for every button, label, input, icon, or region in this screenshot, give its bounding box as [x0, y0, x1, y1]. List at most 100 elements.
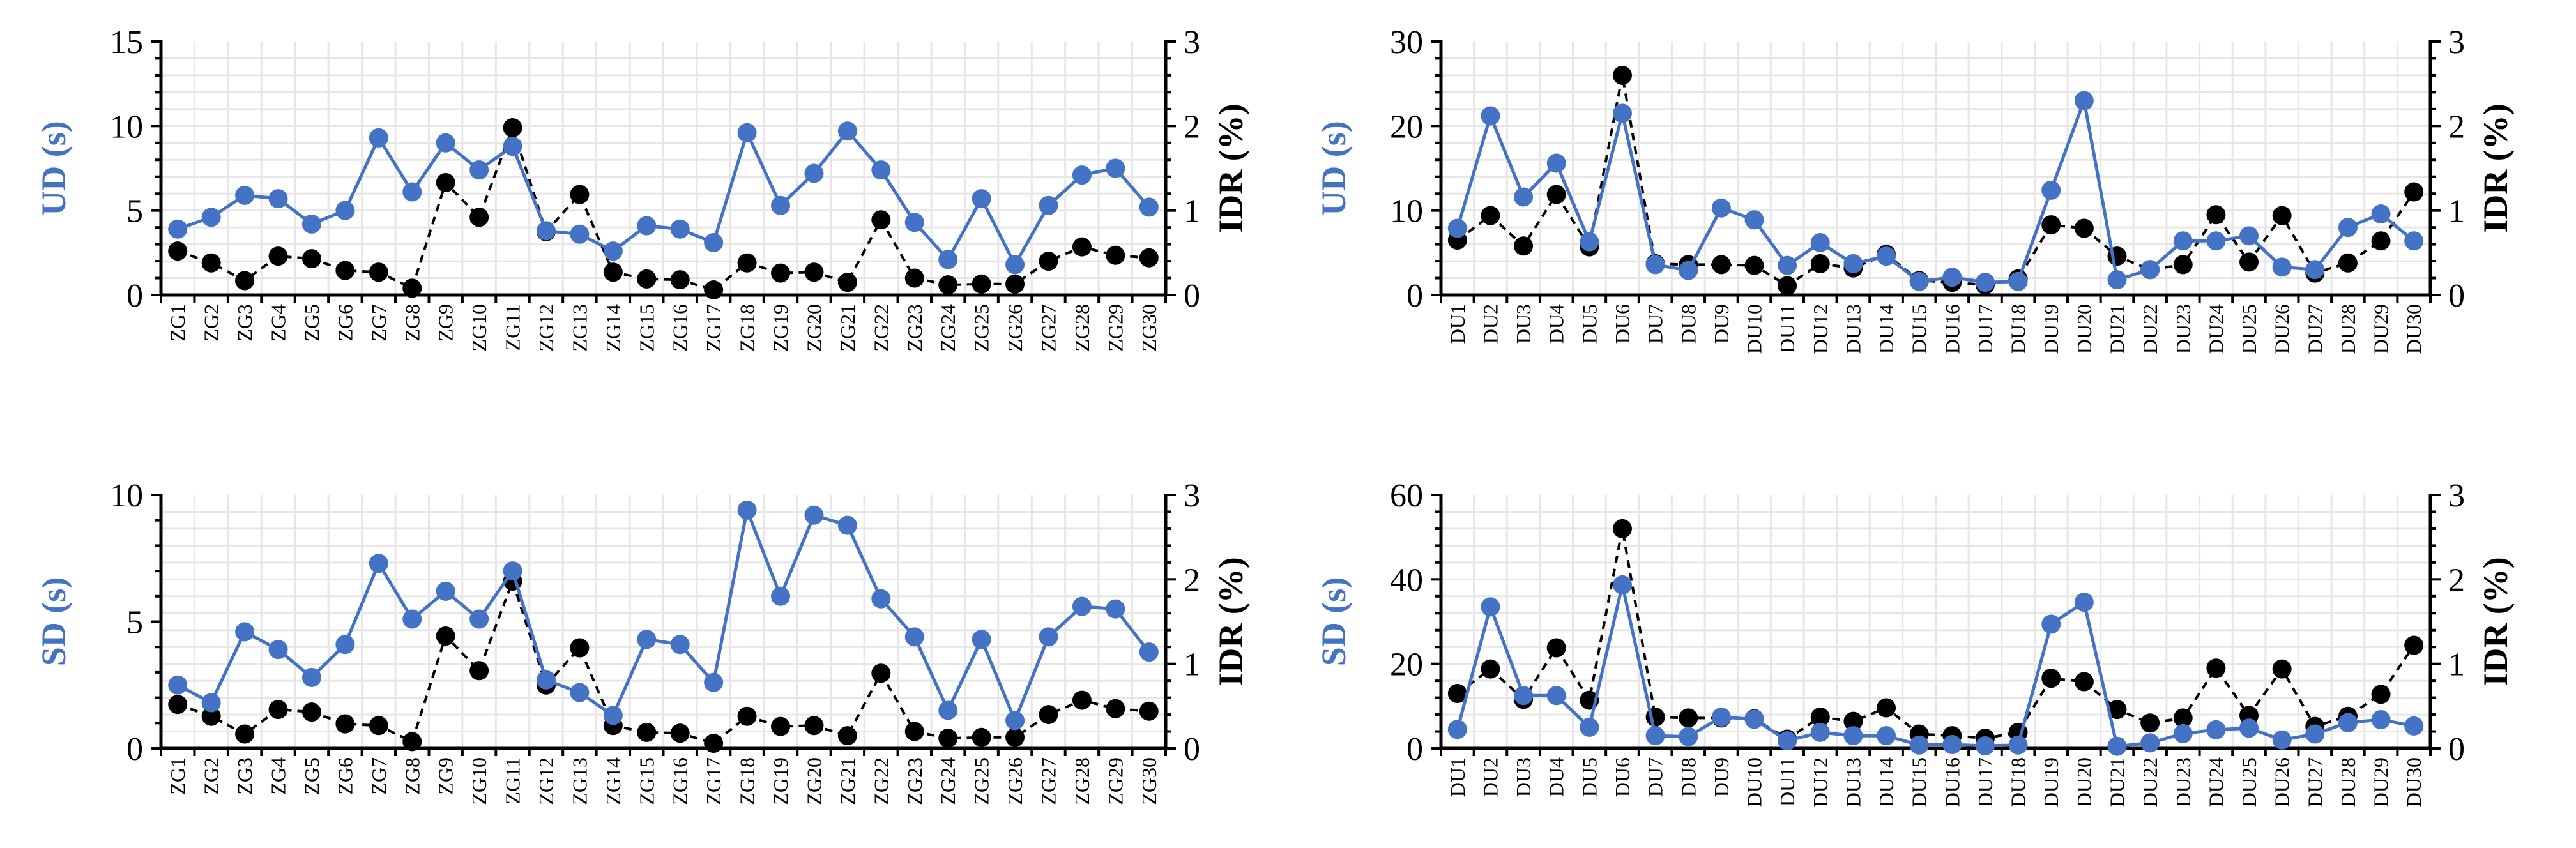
- data-point-duration: [2173, 231, 2193, 251]
- data-point-duration: [1005, 255, 1025, 275]
- x-tick-label: DU4: [1545, 304, 1568, 344]
- data-point-idr: [1514, 236, 1534, 256]
- data-point-duration: [335, 635, 355, 655]
- x-tick-label: ZG4: [267, 757, 290, 795]
- data-point-idr: [2041, 215, 2061, 235]
- data-point-duration: [2206, 720, 2226, 739]
- data-point-idr: [1810, 254, 1830, 274]
- data-point-idr: [704, 734, 724, 753]
- data-point-duration: [2272, 257, 2292, 277]
- data-point-idr: [1005, 727, 1025, 747]
- data-point-duration: [1139, 642, 1159, 662]
- data-point-duration: [1645, 726, 1665, 746]
- x-tick-label: ZG30: [1138, 757, 1161, 805]
- data-point-duration: [1975, 273, 1995, 292]
- data-point-duration: [2008, 735, 2028, 755]
- data-point-idr: [436, 626, 455, 646]
- y-tick-label-left: 60: [1390, 478, 1423, 514]
- data-point-idr: [335, 261, 355, 280]
- data-point-idr: [1843, 711, 1863, 731]
- x-tick-label: ZG13: [568, 757, 591, 805]
- data-point-duration: [2041, 614, 2061, 634]
- data-point-duration: [704, 232, 724, 252]
- data-point-idr: [670, 723, 690, 743]
- y-tick-label-left: 20: [1390, 109, 1423, 145]
- data-point-duration: [369, 554, 388, 573]
- series-line-idr: [1456, 528, 2415, 741]
- data-point-duration: [1039, 195, 1058, 215]
- data-point-idr: [603, 262, 623, 282]
- chart-panel-bottom-left: 0 5 10 0 1 2 3 ZG1 ZG2 ZG3 ZG4 ZG5 ZG6 ZG7 ZG8 ZG9 ZG10 Z…: [34, 478, 1250, 805]
- x-tick-label: DU19: [2039, 757, 2062, 807]
- data-point-idr: [168, 241, 188, 261]
- data-point-idr: [503, 117, 522, 137]
- data-point-idr: [704, 280, 724, 300]
- x-tick-label: DU8: [1677, 304, 1700, 344]
- data-point-idr: [2140, 713, 2160, 733]
- data-point-duration: [1942, 735, 1962, 755]
- data-point-idr: [2206, 658, 2226, 678]
- x-tick-label: ZG27: [1037, 757, 1060, 805]
- x-tick-label: ZG28: [1071, 757, 1094, 805]
- data-point-duration: [1679, 261, 1698, 280]
- data-point-duration: [871, 160, 891, 180]
- x-tick-label: DU7: [1644, 304, 1667, 344]
- data-point-idr: [938, 275, 958, 295]
- x-tick-label: DU5: [1578, 757, 1601, 797]
- data-point-idr: [2272, 206, 2292, 225]
- x-tick-label: DU28: [2336, 757, 2359, 807]
- data-point-idr: [837, 726, 857, 746]
- data-point-duration: [503, 137, 522, 156]
- data-point-idr: [1039, 705, 1058, 725]
- x-tick-label: DU22: [2138, 304, 2161, 354]
- x-tick-label: DU19: [2039, 304, 2062, 354]
- x-tick-label: DU6: [1611, 757, 1634, 797]
- data-point-duration: [704, 672, 724, 692]
- data-point-duration: [1909, 271, 1929, 291]
- x-tick-label: ZG14: [602, 304, 625, 352]
- x-tick-label: ZG19: [769, 757, 792, 805]
- x-tick-label: DU18: [2007, 304, 2030, 354]
- data-point-duration: [737, 123, 757, 142]
- x-tick-label: ZG21: [836, 304, 859, 352]
- data-point-idr: [972, 727, 991, 747]
- y-tick-label-left: 10: [110, 109, 143, 145]
- x-tick-label: DU7: [1644, 757, 1667, 797]
- data-point-idr: [436, 172, 455, 192]
- x-tick-label: DU2: [1479, 757, 1502, 797]
- x-tick-label: DU23: [2172, 757, 2195, 807]
- y-tick-label-right: 3: [2448, 24, 2465, 61]
- data-point-duration: [2338, 218, 2358, 238]
- data-point-idr: [201, 706, 221, 726]
- x-tick-label: ZG9: [434, 757, 457, 795]
- data-point-idr: [1072, 237, 1092, 257]
- x-tick-label: ZG16: [669, 757, 692, 805]
- data-point-idr: [2107, 700, 2127, 720]
- x-tick-label: ZG22: [869, 757, 892, 805]
- data-point-idr: [2272, 659, 2292, 679]
- chart-panel-bottom-right: 0 20 40 60 0 1 2 3 DU1 DU2 DU3 DU4 DU5 DU6 DU7 DU8 DU9 DU…: [1315, 478, 2515, 807]
- x-tick-label: DU16: [1940, 757, 1963, 807]
- x-tick-label: ZG13: [568, 304, 591, 352]
- data-point-duration: [2140, 733, 2160, 753]
- data-point-idr: [1106, 699, 1125, 718]
- x-tick-label: DU25: [2237, 304, 2260, 354]
- y-tick-label-left: 5: [126, 193, 143, 230]
- data-point-duration: [335, 201, 355, 220]
- y-tick-label-left: 0: [126, 278, 143, 314]
- x-tick-label: DU12: [1809, 757, 1832, 807]
- x-tick-label: DU9: [1710, 304, 1733, 344]
- data-point-duration: [1139, 197, 1159, 217]
- x-tick-label: ZG19: [769, 304, 792, 352]
- y-tick-label-left: 15: [110, 24, 143, 61]
- data-point-duration: [637, 630, 657, 649]
- data-point-duration: [1546, 153, 1566, 173]
- x-tick-label: ZG5: [300, 304, 323, 342]
- x-tick-label: ZG11: [501, 304, 524, 351]
- x-tick-label: ZG23: [903, 304, 926, 352]
- x-tick-label: ZG10: [468, 304, 491, 352]
- data-point-duration: [1711, 198, 1731, 218]
- data-point-idr: [402, 278, 422, 298]
- data-point-idr: [637, 269, 657, 289]
- data-point-duration: [1975, 736, 1995, 756]
